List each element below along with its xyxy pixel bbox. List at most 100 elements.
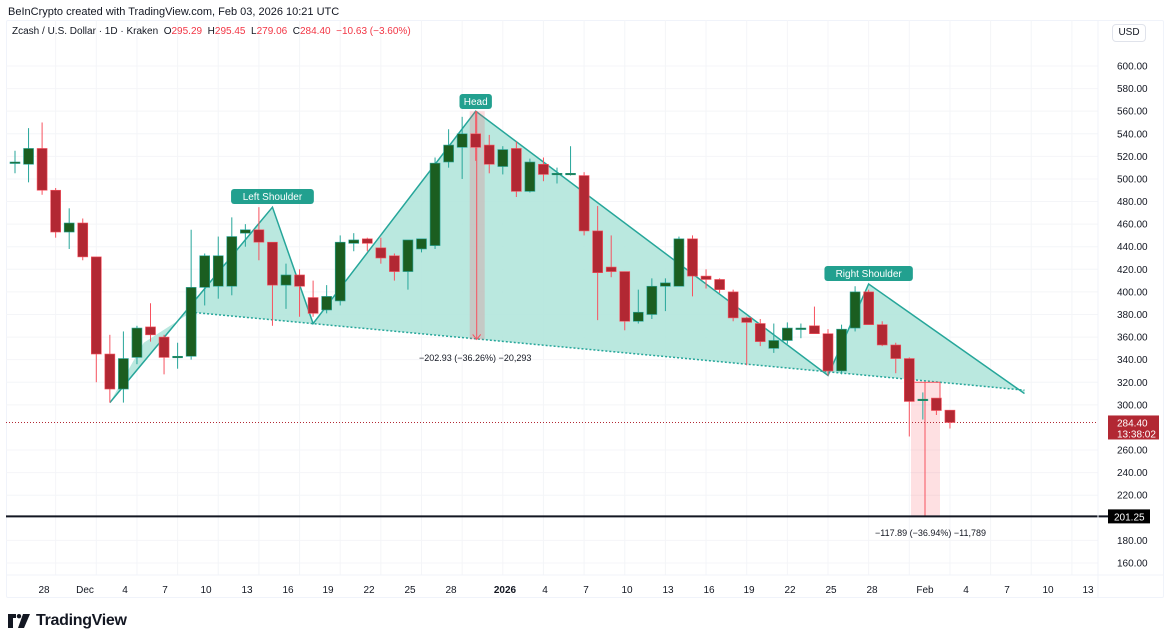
- candle[interactable]: [361, 237, 373, 252]
- candle[interactable]: [565, 146, 576, 176]
- head-measure-tool[interactable]: −202.93 (−36.26%) −20,293: [419, 111, 531, 363]
- candle[interactable]: [23, 128, 34, 183]
- candle[interactable]: [917, 392, 929, 420]
- candle[interactable]: [714, 278, 725, 294]
- candle[interactable]: [104, 334, 116, 403]
- candle[interactable]: [158, 334, 170, 375]
- candle-body: [470, 133, 482, 148]
- candle[interactable]: [768, 323, 780, 353]
- candle[interactable]: [822, 329, 834, 376]
- candle[interactable]: [741, 316, 753, 366]
- candle[interactable]: [836, 324, 847, 375]
- target-price-bg: [1108, 509, 1150, 524]
- candle[interactable]: [876, 321, 888, 347]
- candle[interactable]: [280, 263, 292, 309]
- candle[interactable]: [389, 253, 400, 281]
- candle[interactable]: [863, 289, 874, 325]
- price-tick: 240.00: [1117, 468, 1148, 479]
- target-measure-tool[interactable]: −117.89 (−36.94%) −11,789: [875, 381, 986, 538]
- currency-button[interactable]: USD: [1112, 24, 1146, 42]
- right-shoulder-label[interactable]: Right Shoulder: [824, 266, 913, 281]
- right-shoulder-label-text: Right Shoulder: [836, 269, 903, 280]
- high-label: H: [207, 26, 215, 37]
- tradingview-logo[interactable]: TradingView: [8, 612, 127, 630]
- left-shoulder-label-text: Left Shoulder: [243, 192, 303, 203]
- candle[interactable]: [402, 239, 414, 290]
- candle[interactable]: [578, 172, 590, 236]
- candle[interactable]: [185, 229, 197, 360]
- time-tick: 16: [282, 585, 294, 596]
- price-axis[interactable]: 600.00 580.00 560.00 540.00 520.00 500.00 480.…: [1097, 20, 1159, 598]
- candle[interactable]: [91, 256, 102, 383]
- candle[interactable]: [903, 357, 915, 437]
- candle[interactable]: [253, 207, 265, 261]
- candle[interactable]: [497, 146, 509, 175]
- candle[interactable]: [226, 217, 238, 296]
- candle-body: [565, 173, 576, 176]
- candle[interactable]: [470, 111, 482, 161]
- candle-body: [36, 148, 48, 191]
- time-tick: 10: [200, 585, 212, 596]
- candle[interactable]: [646, 278, 658, 320]
- candle-body: [50, 189, 61, 233]
- candle[interactable]: [456, 116, 468, 179]
- candle[interactable]: [212, 236, 224, 299]
- candle[interactable]: [524, 158, 536, 193]
- candle[interactable]: [849, 286, 861, 332]
- candle[interactable]: [890, 342, 902, 374]
- candle[interactable]: [294, 269, 305, 317]
- candle[interactable]: [511, 141, 522, 198]
- candle[interactable]: [931, 397, 942, 416]
- candle[interactable]: [307, 280, 319, 317]
- candle[interactable]: [118, 331, 129, 403]
- candle[interactable]: [199, 253, 210, 306]
- head-label[interactable]: Head: [459, 94, 492, 109]
- candle[interactable]: [9, 150, 21, 174]
- candle[interactable]: [551, 167, 563, 184]
- candle[interactable]: [36, 122, 48, 195]
- candle[interactable]: [605, 235, 617, 278]
- candle[interactable]: [782, 322, 793, 344]
- candle[interactable]: [538, 157, 549, 182]
- candle[interactable]: [321, 285, 332, 314]
- candle[interactable]: [429, 157, 441, 249]
- candle[interactable]: [727, 289, 739, 322]
- candle[interactable]: [754, 319, 766, 347]
- candle[interactable]: [632, 289, 644, 324]
- candle[interactable]: [50, 187, 61, 238]
- candle[interactable]: [619, 271, 631, 331]
- candle[interactable]: [443, 129, 454, 168]
- candle[interactable]: [809, 306, 820, 334]
- current-price-bg: [1108, 415, 1159, 440]
- neckline[interactable]: [191, 311, 1025, 391]
- candle[interactable]: [131, 325, 143, 365]
- candle[interactable]: [240, 224, 251, 247]
- candle[interactable]: [592, 206, 603, 321]
- candle[interactable]: [145, 303, 156, 342]
- candle[interactable]: [267, 241, 278, 326]
- candle[interactable]: [673, 236, 685, 287]
- candle[interactable]: [63, 208, 75, 249]
- left-shoulder-label[interactable]: Left Shoulder: [231, 189, 314, 204]
- symbol-name[interactable]: Zcash / U.S. Dollar · 1D · Kraken: [12, 26, 159, 37]
- candle[interactable]: [687, 235, 698, 297]
- candle[interactable]: [77, 218, 89, 261]
- head-and-shoulders-pattern[interactable]: [109, 110, 1025, 404]
- candle[interactable]: [700, 269, 712, 289]
- candle-body: [538, 163, 549, 175]
- time-axis[interactable]: 28 Dec 4 7 10 13 16 19 22 25 28 2026 4 7 10 13 16 19 22 25 2…: [6, 574, 1164, 596]
- candle[interactable]: [375, 237, 387, 264]
- price-tick: 260.00: [1117, 446, 1148, 457]
- time-tick: 28: [866, 585, 878, 596]
- candle[interactable]: [660, 278, 671, 312]
- candle[interactable]: [334, 235, 346, 306]
- candle[interactable]: [483, 134, 495, 174]
- candle[interactable]: [348, 233, 360, 252]
- candle-body: [348, 239, 360, 244]
- candle[interactable]: [944, 409, 956, 429]
- candle[interactable]: [416, 238, 427, 253]
- candle[interactable]: [795, 323, 807, 339]
- candle[interactable]: [172, 342, 183, 369]
- close-value: 284.40: [300, 26, 331, 37]
